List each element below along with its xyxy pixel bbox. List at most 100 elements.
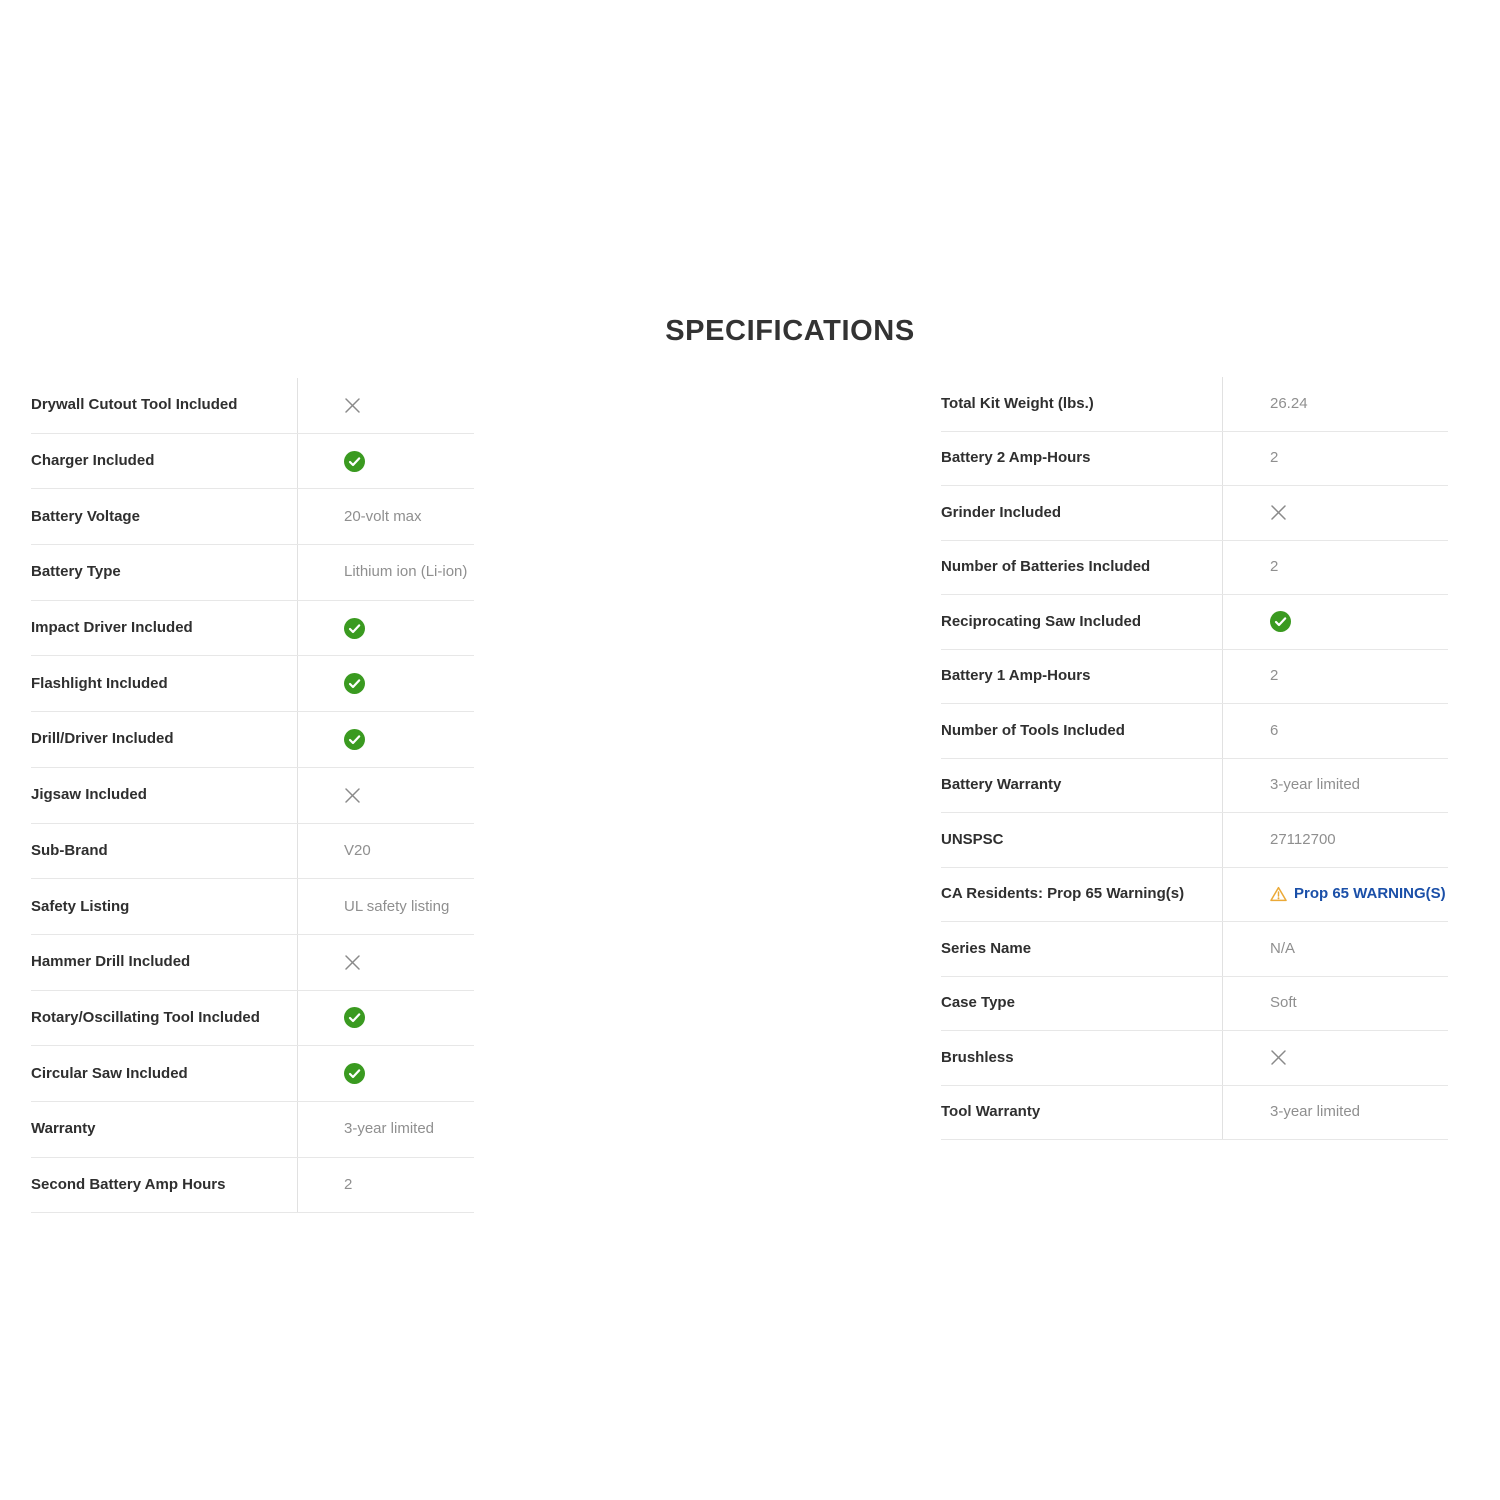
spec-row: Reciprocating Saw Included <box>941 595 1448 650</box>
spec-value <box>1222 1031 1448 1085</box>
spec-value-text: 3-year limited <box>1270 776 1361 794</box>
spec-label: Number of Tools Included <box>941 721 1125 739</box>
spec-value-text: 3-year limited <box>344 1120 435 1138</box>
spec-label: Warranty <box>31 1120 96 1138</box>
spec-label: Charger Included <box>31 452 155 470</box>
spec-value: 3-year limited <box>1222 758 1448 812</box>
spec-value: 3-year limited <box>1222 1085 1448 1139</box>
spec-value: 2 <box>1222 431 1448 485</box>
spec-row: Number of Tools Included 6 <box>941 704 1448 759</box>
spec-row: Brushless <box>941 1031 1448 1086</box>
spec-row: Impact Driver Included <box>31 600 474 657</box>
spec-label: Second Battery Amp Hours <box>31 1175 226 1193</box>
warning-triangle-icon <box>1270 886 1287 902</box>
spec-value: 2 <box>1222 649 1448 703</box>
spec-row: Tool Warranty 3-year limited <box>941 1085 1448 1140</box>
spec-label: Battery 2 Amp-Hours <box>941 449 1091 467</box>
spec-row: Battery 1 Amp-Hours 2 <box>941 649 1448 704</box>
check-circle-icon <box>1270 611 1291 633</box>
spec-row: Second Battery Amp Hours 2 <box>31 1157 474 1214</box>
spec-value: 2 <box>297 1157 474 1213</box>
spec-value: 3-year limited <box>297 1101 474 1157</box>
spec-value <box>1222 595 1448 649</box>
spec-label: Impact Driver Included <box>31 619 193 637</box>
spec-value-text: 20-volt max <box>344 507 422 525</box>
check-circle-icon <box>344 1063 365 1085</box>
spec-label: Battery Type <box>31 563 121 581</box>
spec-value: UL safety listing <box>297 879 474 934</box>
spec-value-text: 2 <box>1270 667 1279 685</box>
spec-label: Reciprocating Saw Included <box>941 612 1142 630</box>
spec-value <box>297 1046 474 1101</box>
spec-value: Prop 65 WARNING(S) <box>1222 867 1448 921</box>
spec-label: Drywall Cutout Tool Included <box>31 396 238 414</box>
spec-value <box>297 378 474 433</box>
spec-label: Number of Batteries Included <box>941 558 1151 576</box>
spec-value-text: 27112700 <box>1270 830 1336 848</box>
spec-row: Battery Type Lithium ion (Li-ion) <box>31 545 474 601</box>
spec-value-text: UL safety listing <box>344 897 450 915</box>
spec-row: Series Name N/A <box>941 922 1448 977</box>
spec-label: Tool Warranty <box>941 1103 1041 1121</box>
spec-value: 27112700 <box>1222 813 1448 867</box>
spec-value: 26.24 <box>1222 377 1448 431</box>
spec-row: Rotary/Oscillating Tool Included <box>31 990 474 1047</box>
spec-label: Safety Listing <box>31 897 130 915</box>
spec-value <box>297 433 474 489</box>
spec-label: Series Name <box>941 939 1032 957</box>
spec-row: Case Type Soft <box>941 976 1448 1031</box>
spec-row: Jigsaw Included <box>31 767 474 824</box>
spec-value: V20 <box>297 823 474 879</box>
spec-row: Grinder Included <box>941 486 1448 541</box>
spec-value-text: 2 <box>1270 449 1279 467</box>
spec-value <box>297 934 474 990</box>
spec-value-text: 6 <box>1270 721 1279 739</box>
spec-value-text: N/A <box>1270 939 1296 957</box>
spec-value-text: 26.24 <box>1270 394 1308 412</box>
spec-row: Charger Included <box>31 433 474 490</box>
spec-row: Warranty 3-year limited <box>31 1101 474 1158</box>
check-circle-icon <box>344 617 365 639</box>
spec-value <box>297 712 474 767</box>
spec-value-text: 2 <box>1270 558 1279 576</box>
spec-value-text: V20 <box>344 841 371 859</box>
x-icon <box>344 954 361 971</box>
spec-label: Battery 1 Amp-Hours <box>941 667 1091 685</box>
spec-label: Flashlight Included <box>31 674 168 692</box>
spec-row: Drill/Driver Included <box>31 712 474 768</box>
spec-row: Flashlight Included <box>31 656 474 713</box>
spec-label: Jigsaw Included <box>31 786 147 804</box>
spec-label: Total Kit Weight (lbs.) <box>941 394 1094 412</box>
x-icon <box>344 787 361 804</box>
spec-value: Soft <box>1222 976 1448 1030</box>
spec-label: Rotary/Oscillating Tool Included <box>31 1008 260 1026</box>
spec-value: 2 <box>1222 540 1448 594</box>
spec-row: UNSPSC 27112700 <box>941 813 1448 868</box>
spec-row: Drywall Cutout Tool Included <box>31 378 474 434</box>
spec-row: Total Kit Weight (lbs.) 26.24 <box>941 377 1448 432</box>
spec-value: Lithium ion (Li-ion) <box>297 545 474 600</box>
spec-value <box>297 600 474 656</box>
spec-value-text: Lithium ion (Li-ion) <box>344 563 468 581</box>
spec-value: 6 <box>1222 704 1448 758</box>
spec-table-left: Drywall Cutout Tool Included Charger Inc… <box>31 378 474 1214</box>
spec-row: Circular Saw Included <box>31 1046 474 1102</box>
spec-label: CA Residents: Prop 65 Warning(s) <box>941 885 1185 903</box>
spec-value <box>297 767 474 823</box>
spec-row: Safety Listing UL safety listing <box>31 879 474 935</box>
spec-label: Hammer Drill Included <box>31 953 191 971</box>
spec-row: Hammer Drill Included <box>31 934 474 991</box>
prop65-warning-link[interactable]: Prop 65 WARNING(S) <box>1270 885 1446 903</box>
spec-value-text: 3-year limited <box>1270 1103 1361 1121</box>
x-icon <box>1270 504 1287 521</box>
spec-label: Grinder Included <box>941 503 1062 521</box>
spec-value: 20-volt max <box>297 489 474 545</box>
spec-value <box>297 990 474 1046</box>
x-icon <box>344 397 361 414</box>
spec-label: Brushless <box>941 1048 1014 1066</box>
spec-label: Battery Warranty <box>941 776 1062 794</box>
spec-row: Battery 2 Amp-Hours 2 <box>941 431 1448 486</box>
spec-row: CA Residents: Prop 65 Warning(s) Prop 65… <box>941 867 1448 922</box>
check-circle-icon <box>344 450 365 472</box>
